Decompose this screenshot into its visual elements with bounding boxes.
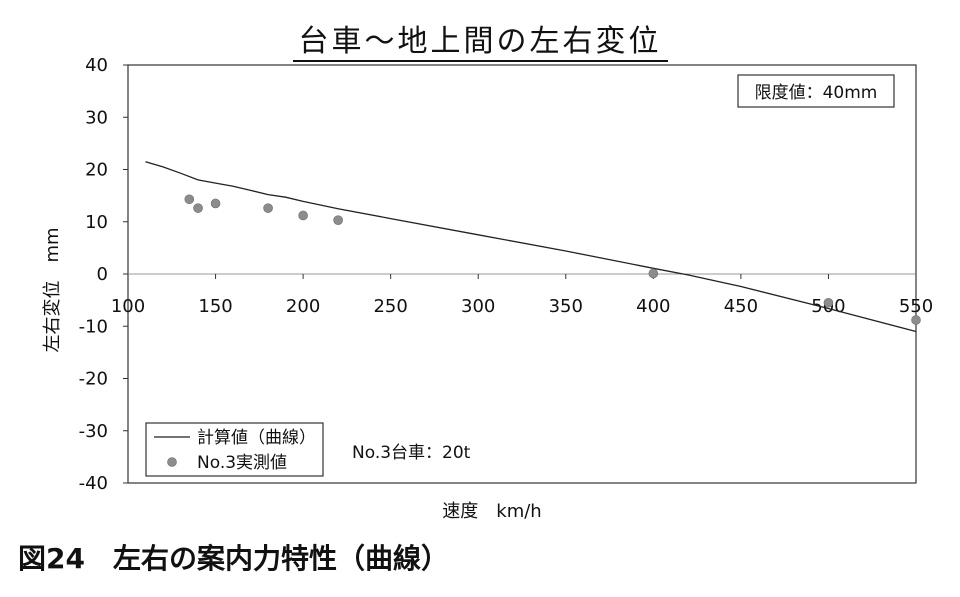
x-tick-label: 550	[899, 296, 933, 317]
legend-label-measured: No.3実測値	[197, 453, 287, 473]
limit-note: 限度値：40mm	[755, 83, 878, 103]
measured-point	[184, 194, 195, 205]
x-tick-label: 200	[286, 296, 320, 317]
x-tick-label: 450	[724, 296, 758, 317]
y-tick-label: 40	[85, 55, 108, 76]
x-tick-label: 250	[373, 296, 407, 317]
x-tick-label: 150	[198, 296, 232, 317]
y-tick-label: -40	[79, 473, 108, 494]
x-tick-label: 100	[111, 296, 145, 317]
chart-title: 台車～地上間の左右変位	[0, 16, 960, 62]
y-tick-label: 30	[85, 107, 108, 128]
measured-point	[210, 198, 221, 209]
x-axis-label: 速度 km/h	[442, 501, 541, 522]
y-tick-label: -10	[79, 316, 108, 337]
limit-box	[737, 74, 895, 108]
x-tick-label: 400	[636, 296, 670, 317]
measured-point	[911, 315, 921, 325]
figure-caption: 図24 左右の案内力特性（曲線）	[18, 542, 449, 575]
x-tick-label: 300	[461, 296, 495, 317]
measured-point	[193, 203, 203, 213]
y-tick-label: 20	[85, 160, 108, 181]
legend-label-calculated: 計算値（曲線）	[197, 428, 316, 448]
y-tick-label: 0	[97, 264, 108, 285]
y-axis-label: 左右変位 mm	[42, 227, 63, 352]
x-tick-label: 350	[549, 296, 583, 317]
measured-point	[823, 297, 834, 308]
legend-box	[145, 422, 324, 477]
measured-point	[648, 268, 659, 279]
measured-point	[333, 215, 343, 225]
legend-point-swatch	[167, 457, 177, 467]
vehicle-note: No.3台車：20t	[352, 443, 471, 463]
calculated-line	[145, 161, 917, 333]
measured-point	[263, 203, 273, 213]
y-tick-label: -30	[79, 421, 108, 442]
y-tick-label: 10	[85, 212, 108, 233]
measured-point	[298, 210, 308, 221]
y-tick-label: -20	[79, 369, 108, 390]
